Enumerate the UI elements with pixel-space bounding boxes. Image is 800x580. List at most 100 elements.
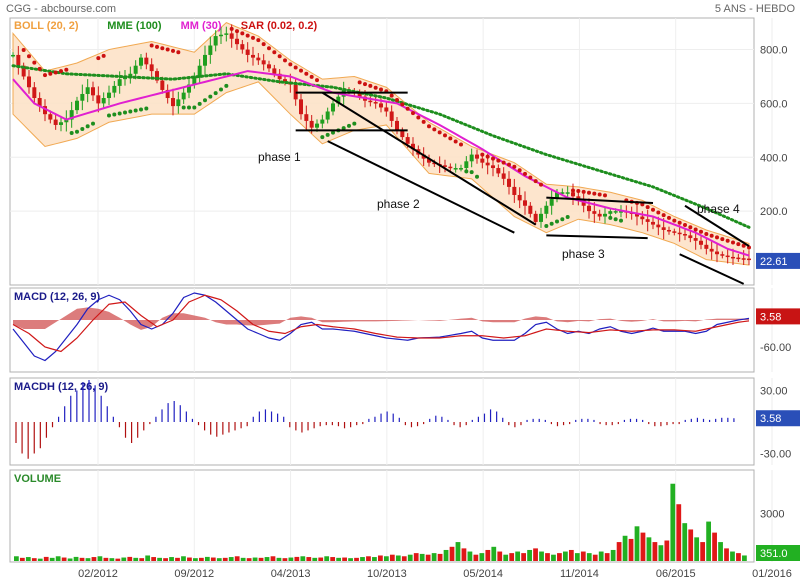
- y-tick-label: 600.0: [760, 98, 788, 110]
- volume-bar: [169, 557, 174, 561]
- volume-bar: [503, 554, 509, 561]
- sar-dot: [213, 91, 218, 96]
- candle-body: [651, 221, 655, 225]
- sar-dot: [555, 219, 559, 224]
- volume-bar: [49, 557, 55, 561]
- sar-dot: [379, 87, 383, 92]
- volume-bar: [568, 549, 574, 561]
- volume-bar: [324, 556, 330, 561]
- sar-dot: [651, 207, 655, 212]
- x-tick-label: 11/2014: [560, 568, 599, 580]
- volume-bar: [580, 551, 586, 561]
- sar-dot: [107, 113, 111, 118]
- candle-body: [368, 100, 373, 103]
- candle-body: [688, 235, 693, 239]
- sar-dot: [693, 227, 698, 232]
- volume-bar: [497, 551, 503, 561]
- panel-frame-macd: [9, 287, 755, 373]
- candle-body: [725, 255, 730, 258]
- volume-bar: [348, 558, 353, 561]
- candle-body: [533, 213, 538, 222]
- candle-body: [741, 258, 746, 260]
- volume-bar: [210, 557, 216, 561]
- sar-dot: [208, 94, 213, 99]
- candle-body: [427, 158, 431, 163]
- volume-bar: [473, 554, 479, 561]
- volume-bar: [330, 557, 336, 561]
- candle-body: [139, 57, 143, 66]
- candle-body: [133, 65, 138, 74]
- candle-body: [677, 232, 682, 235]
- volume-bar: [294, 556, 300, 561]
- volume-bar: [43, 556, 49, 561]
- volume-bar: [521, 553, 527, 561]
- sar-dot: [683, 223, 687, 228]
- volume-bar: [694, 537, 700, 561]
- candle-body: [304, 114, 309, 121]
- volume-bar: [19, 557, 25, 561]
- volume-bar: [270, 556, 276, 561]
- sar-dot: [123, 110, 127, 115]
- volume-bar: [479, 553, 485, 561]
- candle-body: [640, 216, 645, 220]
- candle-body: [181, 92, 186, 100]
- candle-body: [272, 68, 277, 74]
- candle-body: [80, 93, 85, 101]
- sar-dot: [293, 65, 298, 70]
- candle-body: [720, 254, 725, 256]
- candle-body: [704, 244, 709, 249]
- candle-body: [85, 87, 90, 94]
- candle-body: [27, 76, 31, 88]
- candle-body: [523, 200, 527, 206]
- sar-dot: [267, 46, 271, 51]
- volume-bar: [485, 549, 491, 561]
- candle-body: [491, 165, 495, 169]
- sar-dot: [528, 175, 533, 180]
- volume-bar: [461, 548, 467, 561]
- sar-dot: [453, 139, 458, 144]
- sar-dot: [677, 220, 682, 225]
- candle-body: [149, 64, 154, 72]
- sar-dot: [331, 130, 335, 135]
- volume-bar: [252, 557, 258, 561]
- volume-bar: [157, 557, 162, 561]
- x-tick-label: 05/2014: [463, 568, 503, 580]
- candle-body: [475, 154, 479, 159]
- candle-body: [459, 168, 463, 170]
- sar-dot: [741, 243, 746, 248]
- volume-bar: [139, 558, 145, 561]
- sar-dot: [91, 121, 95, 126]
- candle-body: [485, 162, 490, 166]
- volume-bar: [455, 542, 461, 561]
- volume-bar: [688, 529, 694, 561]
- legend-item: MM (30): [181, 20, 222, 32]
- volume-bar: [676, 504, 682, 561]
- volume-bar: [133, 557, 139, 561]
- sar-dot: [725, 238, 730, 243]
- sar-dot: [229, 26, 234, 31]
- volume-bar: [282, 558, 288, 561]
- candle-body: [112, 85, 117, 93]
- candle-body: [213, 36, 218, 46]
- candle-body: [709, 248, 714, 252]
- candle-body: [224, 33, 229, 35]
- candle-body: [635, 213, 639, 217]
- candle-body: [501, 173, 506, 179]
- volume-bar: [598, 551, 604, 561]
- volume-bar: [67, 558, 73, 561]
- volume-bar: [306, 557, 312, 561]
- candle-body: [299, 99, 303, 115]
- volume-bar: [563, 551, 568, 561]
- phase-label-1: phase 1: [258, 150, 301, 164]
- sar-dot: [251, 35, 255, 40]
- candle-body: [171, 98, 175, 107]
- volume-bar: [97, 556, 103, 561]
- candle-body: [507, 178, 511, 187]
- candle-body: [699, 240, 703, 245]
- sar-dot: [53, 70, 58, 75]
- volume-bar: [419, 553, 425, 561]
- volume-bar: [115, 558, 121, 561]
- sar-dot: [101, 53, 106, 58]
- volume-bar: [586, 553, 592, 561]
- volume-bar: [198, 557, 204, 561]
